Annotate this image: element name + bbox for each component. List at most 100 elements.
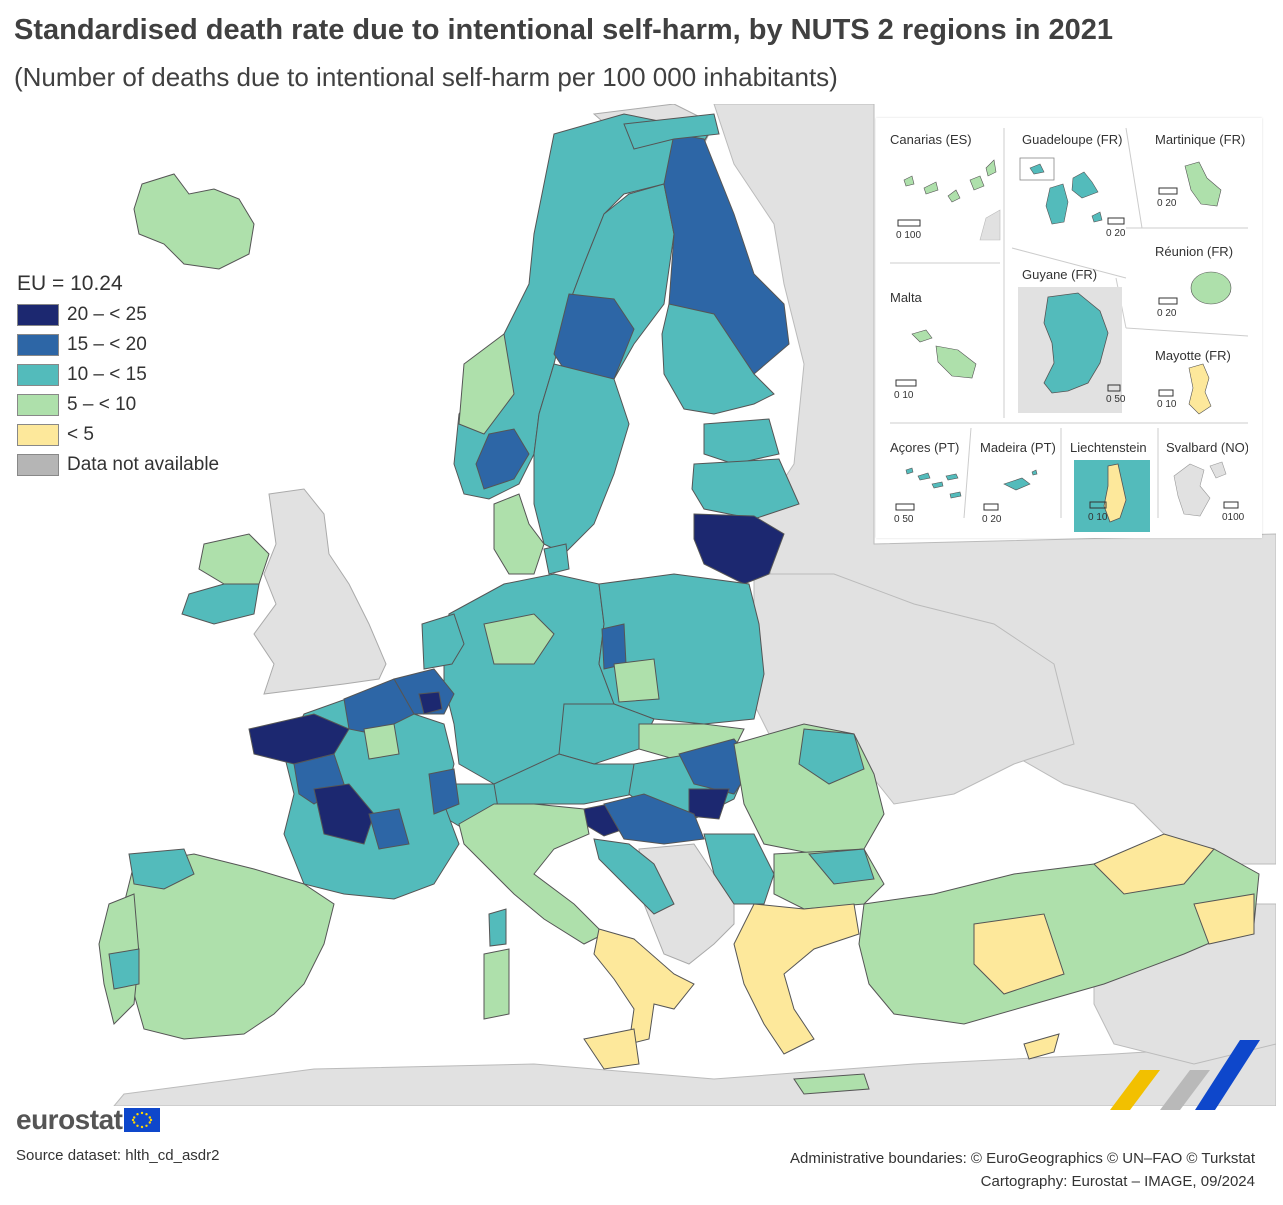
eu-flag-icon: [124, 1108, 161, 1132]
inset-title: Guyane (FR): [1022, 267, 1098, 282]
inset-title: Svalbard (NO): [1166, 440, 1248, 455]
region-france-limousin-blue: [368, 808, 410, 850]
inset-title: Canarias (ES): [890, 132, 972, 147]
region-norway-southwest: [458, 333, 515, 435]
legend-item: < 5: [17, 420, 219, 450]
region-luxembourg: [418, 691, 443, 715]
region-sicily: [583, 1028, 640, 1070]
inset-canarias: Canarias (ES) 0 100: [876, 118, 1004, 263]
region-hungary-south-navy: [688, 788, 730, 820]
region-crete: [793, 1073, 870, 1095]
inset-title: Guadeloupe (FR): [1022, 132, 1123, 147]
legend: EU = 10.24 20 – < 25 15 – < 20 10 – < 15…: [17, 272, 219, 480]
map-subtitle: (Number of deaths due to intentional sel…: [14, 62, 838, 92]
region-turkey-yellow-3: [1193, 893, 1255, 945]
region-poland-blue: [601, 623, 627, 670]
land-north-africa: [113, 1043, 1276, 1106]
scale-label: 0 10: [1157, 399, 1177, 410]
scale-label: 0 20: [1106, 228, 1126, 239]
legend-swatch: [17, 394, 59, 416]
region-ireland-north: [198, 533, 270, 585]
region-sweden-south: [533, 363, 630, 555]
region-italy-north: [458, 803, 605, 945]
region-cyprus: [1023, 1033, 1060, 1060]
region-germany-green: [483, 613, 555, 665]
legend-swatch: [17, 304, 59, 326]
region-netherlands: [421, 613, 465, 670]
region-spain-north-teal: [128, 848, 195, 890]
boundaries-credit: Administrative boundaries: © EuroGeograp…: [789, 1150, 1255, 1167]
legend-swatch: [17, 334, 59, 356]
region-greece: [733, 903, 860, 1055]
inset-title: Madeira (PT): [980, 440, 1056, 455]
inset-martinique: Martinique (FR) 0 20: [1141, 118, 1262, 226]
europe-map-svg: [98, 104, 1276, 1106]
legend-label: Data not available: [67, 454, 220, 475]
region-serbia-teal: [703, 833, 775, 905]
region-croatia-coast: [593, 838, 675, 915]
region-estonia: [703, 418, 780, 465]
inset-malta-map: [895, 329, 977, 387]
region-finland-lapland-cap: [623, 113, 720, 150]
inset-madeira-map: [983, 469, 1038, 511]
inset-madeira: Madeira (PT) 0 20: [968, 426, 1060, 538]
inset-martinique-map: [1158, 161, 1222, 207]
region-romania-teal: [798, 728, 865, 785]
inset-acores: Açores (PT) 0 50: [876, 426, 968, 538]
inset-liechtenstein-map: [1074, 460, 1150, 532]
inset-title: Liechtenstein: [1070, 440, 1147, 455]
legend-swatch: [17, 364, 59, 386]
inset-guadeloupe-map: [1019, 157, 1125, 225]
legend-label: < 5: [67, 424, 94, 445]
insets-panel: Canarias (ES) 0 100 Guadeloupe (FR) 0 20…: [876, 118, 1262, 538]
scale-label: 0 50: [894, 514, 914, 525]
legend-item: 15 – < 20: [17, 330, 219, 360]
land-balkans-grey: [638, 843, 735, 965]
inset-mayotte: Mayotte (FR) 0 10: [1141, 334, 1262, 422]
inset-guyane-map: [1018, 287, 1122, 413]
legend-label: 20 – < 25: [67, 304, 147, 325]
map-title: Standardised death rate due to intention…: [14, 14, 1114, 46]
scale-label: 0 10: [1088, 512, 1108, 523]
inset-title: Mayotte (FR): [1155, 348, 1231, 363]
inset-title: Malta: [890, 290, 922, 305]
inset-malta: Malta 0 10: [876, 276, 1004, 421]
land-great-britain: [253, 488, 387, 695]
legend-item: 20 – < 25: [17, 300, 219, 330]
legend-item: Data not available: [17, 450, 219, 480]
inset-guyane: Guyane (FR) 0 50: [1008, 253, 1128, 418]
scale-label: 0100: [1222, 512, 1245, 523]
region-france-central-navy: [313, 783, 375, 845]
legend-label: 15 – < 20: [67, 334, 147, 355]
region-denmark: [493, 493, 545, 575]
inset-title: Açores (PT): [890, 440, 960, 455]
legend-eu-value: EU = 10.24: [17, 272, 123, 295]
region-ireland-south: [181, 583, 260, 625]
inset-acores-map: [895, 467, 962, 511]
region-turkey-yellow-2: [973, 913, 1065, 995]
legend-swatch: [17, 454, 59, 476]
region-croatia-north: [603, 793, 705, 845]
region-bulgaria-teal: [808, 848, 875, 885]
region-denmark-east: [543, 543, 570, 575]
region-norway-south: [475, 428, 530, 490]
scale-label: 0 20: [982, 514, 1002, 525]
region-turkey-yellow-1: [1093, 833, 1215, 895]
region-sardinia: [483, 948, 510, 1020]
legend-swatch: [17, 424, 59, 446]
inset-reunion-map: [1158, 271, 1232, 305]
region-portugal-teal: [108, 948, 140, 990]
scale-label: 0 20: [1157, 198, 1177, 209]
inset-guadeloupe: Guadeloupe (FR) 0 20: [1008, 118, 1130, 248]
region-france-east-blue: [428, 768, 460, 815]
legend-label: 10 – < 15: [67, 364, 147, 385]
eurostat-brand-stripes: [1110, 1040, 1260, 1110]
scale-label: 0 20: [1157, 308, 1177, 319]
legend-item: 5 – < 10: [17, 390, 219, 420]
region-france-green: [363, 723, 400, 760]
region-corsica: [488, 908, 507, 947]
region-lithuania: [693, 513, 785, 585]
source-dataset: Source dataset: hlth_cd_asdr2: [16, 1147, 220, 1164]
inset-svalbard-map: [1173, 461, 1239, 517]
inset-svalbard: Svalbard (NO) 0100: [1160, 426, 1250, 538]
